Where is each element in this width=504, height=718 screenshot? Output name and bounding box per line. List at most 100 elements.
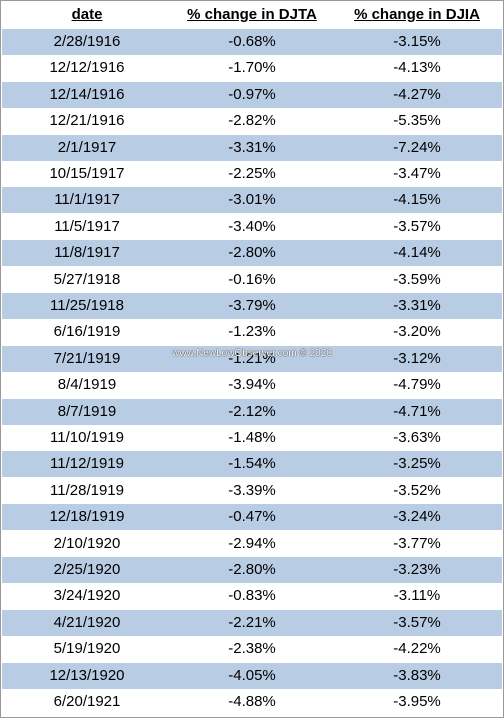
table-cell: -3.11% — [393, 587, 441, 605]
table-row: 5/27/1918 -0.16% -3.59% — [2, 267, 502, 293]
table-row: 2/28/1916 -0.68% -3.15% — [2, 29, 502, 55]
table-cell: -0.16% — [228, 270, 276, 288]
table-row: 3/24/1920 -0.83% -3.11% — [2, 583, 502, 609]
table-cell: -4.22% — [393, 640, 441, 658]
table-cell: 12/13/1920 — [49, 666, 125, 684]
table-row: 11/28/1919 -3.39% -3.52% — [2, 478, 502, 504]
table-cell: -3.52% — [393, 481, 441, 499]
table-row: 11/10/1919 -1.48% -3.63% — [2, 425, 502, 451]
table-row: 11/8/1917 -2.80% -4.14% — [2, 240, 502, 267]
table-cell: -7.24% — [393, 138, 441, 156]
table-cell: 6/16/1919 — [53, 323, 121, 341]
table-cell: -0.97% — [228, 85, 276, 103]
table-cell: -4.05% — [228, 666, 276, 684]
table-cell: -0.83% — [228, 587, 276, 605]
table-cell: 2/1/1917 — [57, 138, 117, 156]
table-cell: -0.68% — [228, 33, 276, 50]
table-row: 12/18/1919 -0.47% -3.24% — [2, 504, 502, 531]
table-cell: -4.13% — [393, 59, 441, 77]
table-cell: 3/24/1920 — [53, 587, 121, 605]
table-cell: 11/10/1919 — [50, 429, 124, 446]
table-row: 4/21/1920 -2.21% -3.57% — [2, 609, 502, 636]
table-cell: -3.23% — [393, 561, 441, 578]
table-cell: 12/14/1916 — [49, 85, 125, 103]
table-row: 12/21/1916 -2.82% -5.35% — [2, 108, 502, 134]
table-row: 8/4/1919 -3.94% -4.79% — [2, 372, 502, 398]
table-cell: 8/4/1919 — [57, 376, 117, 394]
table-row: 2/25/1920 -2.80% -3.23% — [2, 557, 502, 583]
table-cell: 12/18/1919 — [49, 508, 125, 526]
table-cell: -3.83% — [393, 666, 441, 684]
table-row: 12/14/1916 -0.97% -4.27% — [2, 81, 502, 108]
table-cell: 5/27/1918 — [53, 270, 121, 288]
table-cell: -3.24% — [393, 508, 441, 526]
table-cell: -1.21% — [228, 349, 276, 367]
table-cell: -3.79% — [228, 297, 276, 314]
table-row: 6/20/1921 -4.88% -3.95% — [2, 689, 502, 715]
table-row: 10/15/1917 -2.25% -3.47% — [2, 161, 502, 187]
table-cell: -5.35% — [393, 112, 441, 130]
table-cell: -3.77% — [393, 534, 441, 552]
table-cell: 6/20/1921 — [53, 693, 121, 710]
table-cell: -3.31% — [393, 297, 441, 314]
header-row: date % change in DJTA % change in DJIA — [2, 1, 502, 29]
header-cell: % change in DJIA — [354, 6, 480, 23]
table-row: 8/7/1919 -2.12% -4.71% — [2, 398, 502, 425]
table-cell: 2/10/1920 — [53, 534, 121, 552]
table-cell: 11/5/1917 — [54, 217, 120, 235]
table-row: 5/19/1920 -2.38% -4.22% — [2, 636, 502, 662]
table-cell: -1.48% — [228, 429, 276, 446]
table-cell: -3.20% — [393, 323, 441, 341]
table-cell: -3.01% — [228, 191, 276, 209]
table-cell: -2.94% — [228, 534, 276, 552]
table-cell: 11/12/1919 — [50, 455, 124, 473]
table-cell: -3.94% — [228, 376, 276, 394]
table-cell: -3.57% — [393, 613, 441, 631]
table-cell: -3.39% — [228, 481, 276, 499]
table-cell: -3.25% — [393, 455, 441, 473]
header-cell: date — [71, 6, 103, 23]
table-cell: 11/28/1919 — [50, 481, 124, 499]
header-cell: % change in DJTA — [187, 6, 317, 23]
table-row: 11/5/1917 -3.40% -3.57% — [2, 214, 502, 240]
table-cell: -2.80% — [228, 561, 276, 578]
table-cell: -2.21% — [228, 613, 276, 631]
table-cell: -3.95% — [393, 693, 441, 710]
table-cell: 12/12/1916 — [49, 59, 125, 77]
table-row: 11/1/1917 -3.01% -4.15% — [2, 187, 502, 214]
table-row: 12/12/1916 -1.70% -4.13% — [2, 55, 502, 81]
table-cell: -1.54% — [228, 455, 276, 473]
table-cell: -2.25% — [228, 165, 276, 182]
table-row: 6/16/1919 -1.23% -3.20% — [2, 319, 502, 345]
table-row: 2/1/1917 -3.31% -7.24% — [2, 134, 502, 161]
table-cell: -3.47% — [393, 165, 441, 182]
table-cell: -2.12% — [228, 402, 276, 420]
table-cell: -1.23% — [228, 323, 276, 341]
table-row: 7/21/1919 -1.21% -3.12% — [2, 345, 502, 372]
table-cell: -3.40% — [228, 217, 276, 235]
table-cell: -3.15% — [393, 33, 441, 50]
table-cell: -4.27% — [393, 85, 441, 103]
table-cell: 2/25/1920 — [53, 561, 121, 578]
table-row: 11/25/1918 -3.79% -3.31% — [2, 293, 502, 319]
table-cell: -4.71% — [393, 402, 441, 420]
watermark: www.NewLowObserver.com © 2020 — [172, 348, 332, 359]
table-cell: -2.38% — [228, 640, 276, 658]
table-cell: 11/1/1917 — [54, 191, 120, 209]
table-cell: -3.57% — [393, 217, 441, 235]
table-cell: 7/21/1919 — [53, 349, 121, 367]
table-cell: -2.82% — [228, 112, 276, 130]
table-row: 11/12/1919 -1.54% -3.25% — [2, 451, 502, 478]
table-cell: 12/21/1916 — [49, 112, 125, 130]
table-row: 12/13/1920 -4.05% -3.83% — [2, 662, 502, 689]
table-row: 2/10/1920 -2.94% -3.77% — [2, 531, 502, 557]
table-cell: 11/8/1917 — [54, 244, 120, 262]
table-cell: -4.14% — [393, 244, 441, 262]
table-cell: -3.12% — [393, 349, 441, 367]
table-cell: -4.88% — [228, 693, 276, 710]
table-cell: 2/28/1916 — [53, 33, 121, 50]
table-cell: -2.80% — [228, 244, 276, 262]
table-cell: -4.79% — [393, 376, 441, 394]
